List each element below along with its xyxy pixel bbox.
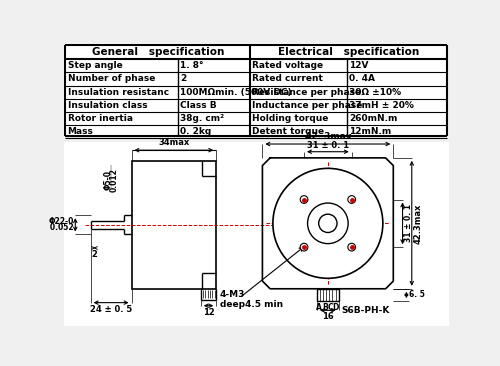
Text: Rotor inertia: Rotor inertia: [68, 114, 132, 123]
Text: A: A: [316, 303, 322, 313]
Text: Holding torque: Holding torque: [252, 114, 329, 123]
Text: D: D: [332, 303, 338, 313]
Text: 31 ± 0. 1: 31 ± 0. 1: [307, 141, 349, 150]
Text: 12V: 12V: [350, 61, 369, 70]
Text: 0. 2kg: 0. 2kg: [180, 127, 212, 136]
Bar: [132, 161, 216, 289]
Text: 4-M3: 4-M3: [220, 291, 246, 299]
Text: 100MΩmin. (500V DC): 100MΩmin. (500V DC): [180, 87, 292, 97]
Text: Class B: Class B: [180, 101, 216, 110]
Text: 0.012: 0.012: [110, 168, 119, 192]
Circle shape: [273, 168, 383, 278]
Text: 42. 3max: 42. 3max: [304, 132, 351, 141]
Text: S6B-PH-K: S6B-PH-K: [342, 306, 390, 315]
Text: 30Ω ±10%: 30Ω ±10%: [350, 87, 402, 97]
Bar: [317, 289, 338, 301]
Text: Inductance per phase: Inductance per phase: [252, 101, 363, 110]
Circle shape: [300, 196, 308, 203]
Circle shape: [318, 214, 337, 232]
Text: Electrical   specification: Electrical specification: [278, 47, 420, 57]
Text: 31 ± 0. 1: 31 ± 0. 1: [404, 204, 413, 242]
Polygon shape: [262, 158, 394, 289]
Text: General   specification: General specification: [92, 47, 224, 57]
Text: 42.3max: 42.3max: [414, 203, 422, 243]
Text: 34max: 34max: [158, 138, 190, 147]
Text: 6. 5: 6. 5: [408, 291, 424, 299]
Bar: [66, 45, 447, 136]
Text: 1. 8°: 1. 8°: [180, 61, 204, 70]
Text: B: B: [322, 303, 328, 313]
Text: Detent torque: Detent torque: [252, 127, 324, 136]
Bar: [64, 142, 449, 326]
Circle shape: [348, 196, 356, 203]
Text: Number of phase: Number of phase: [68, 74, 155, 83]
Circle shape: [308, 203, 348, 244]
Text: Rated current: Rated current: [252, 74, 324, 83]
Text: 0. 4A: 0. 4A: [350, 74, 376, 83]
Text: deep4.5 min: deep4.5 min: [220, 300, 283, 309]
Text: Step angle: Step angle: [68, 61, 122, 70]
Text: Φ22-0: Φ22-0: [48, 217, 74, 226]
Text: Resistance per phase: Resistance per phase: [252, 87, 362, 97]
Text: 12: 12: [202, 308, 214, 317]
Text: 260mN.m: 260mN.m: [350, 114, 398, 123]
Text: Rated voltage: Rated voltage: [252, 61, 324, 70]
Text: 38g. cm²: 38g. cm²: [180, 114, 224, 123]
Text: Mass: Mass: [68, 127, 94, 136]
Text: 37mH ± 20%: 37mH ± 20%: [350, 101, 414, 110]
Text: 24 ± 0. 5: 24 ± 0. 5: [90, 305, 132, 314]
Circle shape: [348, 243, 356, 251]
Text: Φ5-0: Φ5-0: [104, 170, 113, 190]
Text: 2: 2: [92, 250, 98, 259]
Text: 16: 16: [322, 312, 334, 321]
Text: 2: 2: [180, 74, 186, 83]
Text: 0.052: 0.052: [42, 224, 74, 232]
Text: Insulation class: Insulation class: [68, 101, 147, 110]
Text: C: C: [327, 303, 333, 313]
Text: Insulation resistanc: Insulation resistanc: [68, 87, 168, 97]
Text: 12mN.m: 12mN.m: [350, 127, 392, 136]
Circle shape: [300, 243, 308, 251]
